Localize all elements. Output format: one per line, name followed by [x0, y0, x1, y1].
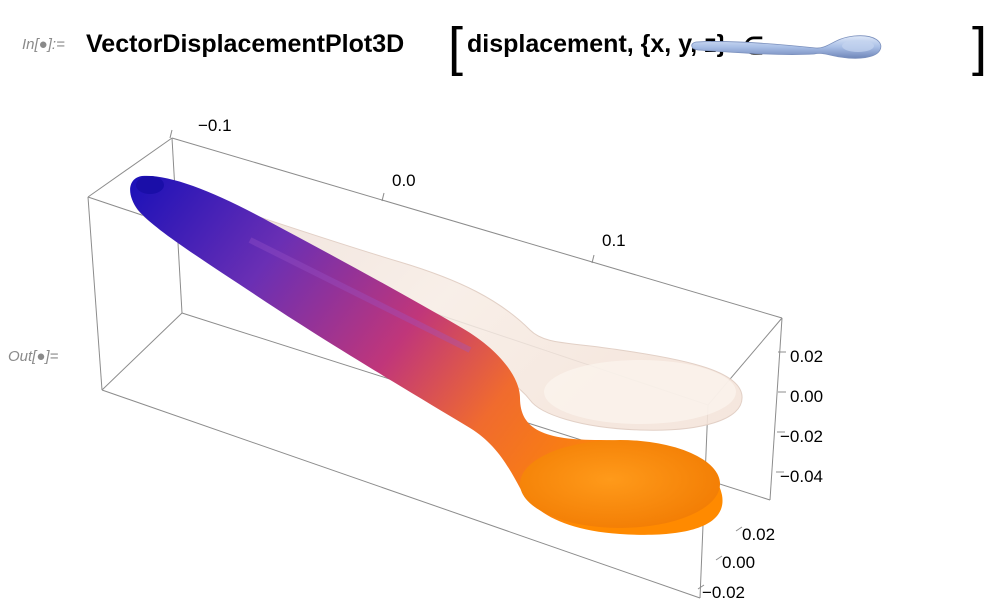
y-tick-label: 0.02: [742, 525, 775, 544]
y-tick-label: −0.02: [702, 583, 745, 602]
open-bracket: [: [448, 17, 464, 77]
function-name: VectorDisplacementPlot3D: [86, 30, 405, 58]
z-tick-label: 0.00: [790, 387, 823, 406]
displaced-spoon: [130, 175, 723, 535]
x-tick-label: −0.1: [198, 116, 232, 135]
vector-displacement-plot[interactable]: −0.1 0.0 0.1 0.02 0.00 −0.02 −0.04 0.02 …: [0, 100, 986, 606]
output-cell-label: Out[●]=: [8, 348, 59, 365]
z-tick-label: −0.02: [780, 427, 823, 446]
x-tick-label: 0.0: [392, 171, 416, 190]
z-tick-label: 0.02: [790, 347, 823, 366]
tick-marks: [169, 129, 786, 590]
input-cell-label: In[●]:=: [22, 36, 65, 53]
close-bracket: ]: [972, 17, 986, 77]
x-tick-label: 0.1: [602, 231, 626, 250]
function-arguments: displacement, {x, y, z}: [467, 30, 727, 58]
y-tick-label: 0.00: [722, 553, 755, 572]
z-tick-label: −0.04: [780, 467, 823, 486]
spoon-icon[interactable]: [688, 18, 888, 78]
